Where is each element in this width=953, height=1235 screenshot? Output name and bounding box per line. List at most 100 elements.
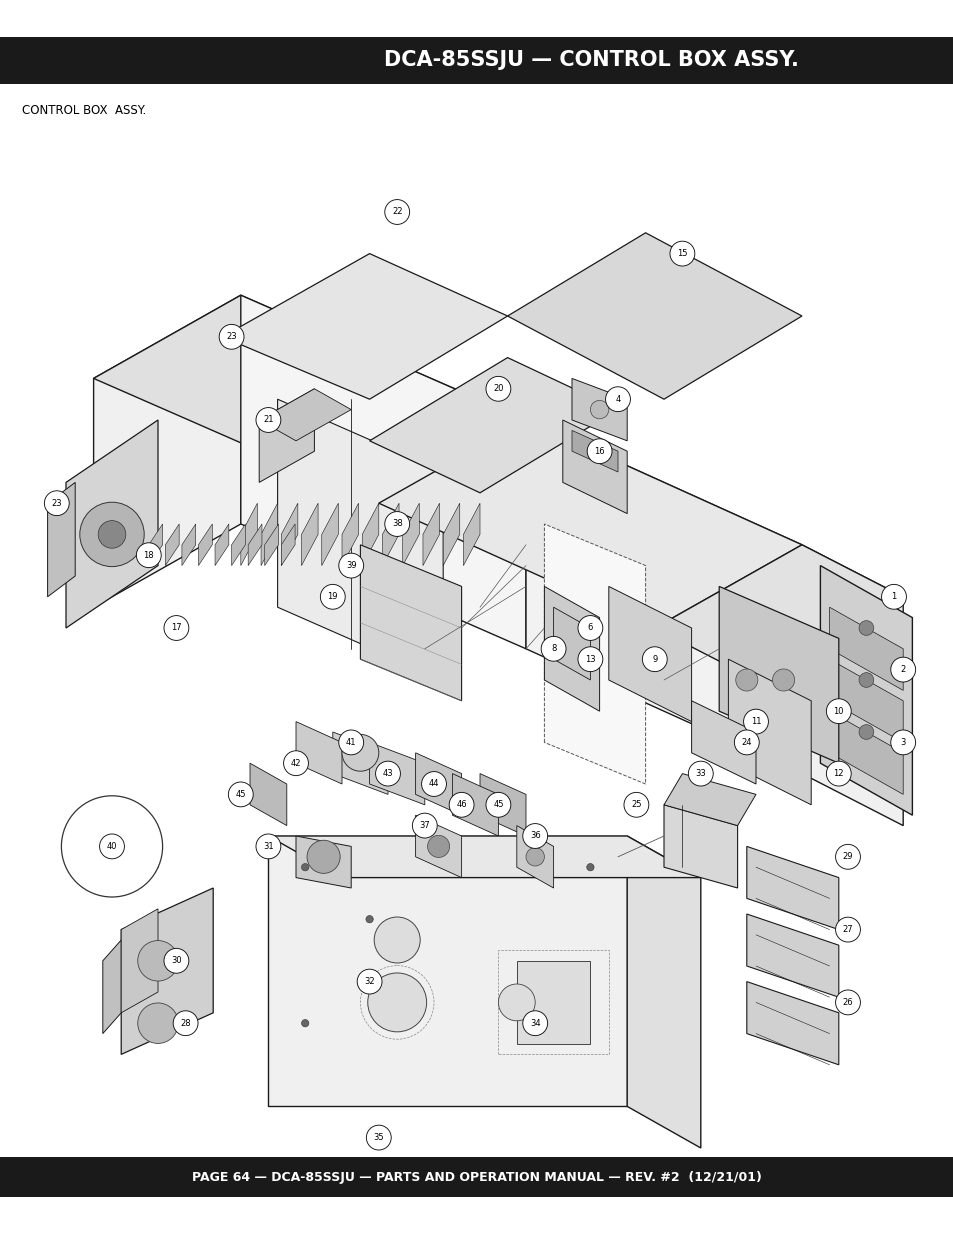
Circle shape bbox=[320, 584, 345, 609]
Polygon shape bbox=[829, 711, 902, 794]
Polygon shape bbox=[333, 732, 388, 794]
Circle shape bbox=[881, 584, 905, 609]
Polygon shape bbox=[264, 524, 278, 566]
Circle shape bbox=[522, 824, 547, 848]
Polygon shape bbox=[369, 742, 424, 805]
Circle shape bbox=[307, 840, 340, 873]
Polygon shape bbox=[402, 503, 418, 566]
Text: 42: 42 bbox=[291, 758, 301, 768]
Polygon shape bbox=[801, 545, 902, 826]
Circle shape bbox=[586, 438, 612, 463]
Circle shape bbox=[367, 973, 426, 1031]
Text: 35: 35 bbox=[373, 1132, 384, 1142]
Circle shape bbox=[412, 813, 436, 839]
Circle shape bbox=[742, 709, 767, 734]
Circle shape bbox=[173, 1010, 198, 1036]
Polygon shape bbox=[746, 982, 838, 1065]
Circle shape bbox=[374, 918, 419, 963]
Circle shape bbox=[578, 615, 602, 641]
Polygon shape bbox=[222, 253, 507, 399]
Polygon shape bbox=[369, 358, 618, 493]
Polygon shape bbox=[691, 700, 755, 784]
Polygon shape bbox=[829, 659, 902, 742]
Text: 45: 45 bbox=[235, 790, 246, 799]
Polygon shape bbox=[295, 721, 341, 784]
Bar bbox=[0, 1157, 953, 1197]
Text: 22: 22 bbox=[392, 207, 402, 216]
Circle shape bbox=[375, 761, 400, 785]
Text: 29: 29 bbox=[841, 852, 852, 861]
Polygon shape bbox=[479, 773, 525, 836]
Circle shape bbox=[586, 863, 594, 871]
Circle shape bbox=[890, 657, 915, 682]
Text: 15: 15 bbox=[677, 249, 687, 258]
Text: 31: 31 bbox=[263, 842, 274, 851]
Circle shape bbox=[384, 511, 409, 536]
Polygon shape bbox=[48, 483, 75, 597]
Text: 24: 24 bbox=[740, 737, 751, 747]
Bar bbox=[0, 37, 953, 84]
Circle shape bbox=[522, 1010, 547, 1036]
Text: 28: 28 bbox=[180, 1019, 191, 1028]
Polygon shape bbox=[746, 846, 838, 930]
Polygon shape bbox=[268, 836, 700, 878]
Polygon shape bbox=[728, 659, 810, 805]
Circle shape bbox=[485, 377, 510, 401]
Text: 27: 27 bbox=[841, 925, 852, 934]
Circle shape bbox=[858, 673, 873, 688]
Text: 3: 3 bbox=[900, 737, 905, 747]
Circle shape bbox=[835, 918, 860, 942]
Polygon shape bbox=[281, 524, 294, 566]
Text: 34: 34 bbox=[529, 1019, 540, 1028]
Circle shape bbox=[228, 782, 253, 806]
Text: 16: 16 bbox=[594, 447, 604, 456]
Text: 23: 23 bbox=[51, 499, 62, 508]
Polygon shape bbox=[232, 524, 245, 566]
Text: 17: 17 bbox=[171, 624, 181, 632]
Text: 38: 38 bbox=[392, 520, 402, 529]
Polygon shape bbox=[525, 420, 801, 773]
Polygon shape bbox=[544, 524, 645, 784]
Text: 8: 8 bbox=[550, 645, 556, 653]
Circle shape bbox=[255, 408, 280, 432]
Circle shape bbox=[219, 325, 244, 350]
Polygon shape bbox=[281, 503, 297, 566]
Circle shape bbox=[80, 503, 144, 567]
Polygon shape bbox=[198, 524, 213, 566]
Circle shape bbox=[540, 636, 565, 661]
Text: 11: 11 bbox=[750, 718, 760, 726]
Circle shape bbox=[136, 542, 161, 568]
Bar bbox=[0, 1197, 953, 1235]
Text: 36: 36 bbox=[529, 831, 540, 841]
Circle shape bbox=[338, 730, 363, 755]
Text: 9: 9 bbox=[652, 655, 657, 663]
Polygon shape bbox=[321, 503, 338, 566]
Polygon shape bbox=[608, 587, 691, 721]
Circle shape bbox=[578, 647, 602, 672]
Text: 37: 37 bbox=[419, 821, 430, 830]
Text: 1: 1 bbox=[890, 593, 896, 601]
Text: 18: 18 bbox=[143, 551, 154, 559]
Polygon shape bbox=[295, 836, 351, 888]
Circle shape bbox=[890, 730, 915, 755]
Polygon shape bbox=[544, 587, 599, 711]
Polygon shape bbox=[301, 503, 317, 566]
Text: 45: 45 bbox=[493, 800, 503, 809]
Polygon shape bbox=[268, 836, 626, 1107]
Text: 40: 40 bbox=[107, 842, 117, 851]
Circle shape bbox=[858, 621, 873, 635]
Bar bbox=[0, 0, 953, 37]
Circle shape bbox=[137, 941, 178, 981]
Circle shape bbox=[449, 793, 474, 818]
Circle shape bbox=[525, 847, 544, 866]
Text: 2: 2 bbox=[900, 666, 905, 674]
Polygon shape bbox=[250, 763, 287, 826]
Text: CONTROL BOX  ASSY.: CONTROL BOX ASSY. bbox=[22, 104, 146, 117]
Polygon shape bbox=[261, 503, 277, 566]
Polygon shape bbox=[517, 961, 590, 1044]
Polygon shape bbox=[259, 389, 314, 483]
Polygon shape bbox=[626, 836, 700, 1149]
Polygon shape bbox=[829, 608, 902, 690]
Circle shape bbox=[384, 200, 409, 225]
Text: 23: 23 bbox=[226, 332, 236, 341]
